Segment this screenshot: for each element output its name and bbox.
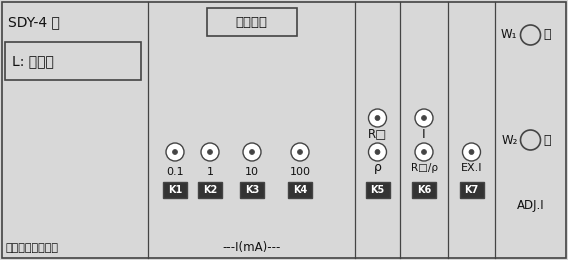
- Circle shape: [201, 143, 219, 161]
- Circle shape: [415, 109, 433, 127]
- Text: R□/ρ: R□/ρ: [411, 163, 437, 173]
- Text: K3: K3: [245, 185, 259, 195]
- Text: EX.I: EX.I: [461, 163, 482, 173]
- Text: 粗: 粗: [544, 29, 551, 42]
- Bar: [163, 182, 187, 198]
- Circle shape: [166, 143, 184, 161]
- Circle shape: [375, 150, 380, 154]
- Circle shape: [369, 109, 386, 127]
- Circle shape: [369, 143, 386, 161]
- Text: K7: K7: [465, 185, 479, 195]
- Bar: [365, 182, 390, 198]
- Text: K6: K6: [417, 185, 431, 195]
- Text: 10: 10: [245, 167, 259, 177]
- Text: SDY-4 型: SDY-4 型: [8, 15, 60, 29]
- Bar: [198, 182, 222, 198]
- Bar: [5, 42, 141, 80]
- Circle shape: [375, 115, 380, 120]
- Text: 许可证号: 许可证号: [236, 16, 268, 29]
- Text: 0.1: 0.1: [166, 167, 184, 177]
- Circle shape: [173, 150, 177, 154]
- Circle shape: [207, 150, 212, 154]
- Circle shape: [421, 150, 427, 154]
- Text: L: 显示器: L: 显示器: [12, 54, 54, 68]
- Bar: [460, 182, 483, 198]
- Text: K1: K1: [168, 185, 182, 195]
- Text: R□: R□: [368, 127, 387, 140]
- Circle shape: [249, 150, 254, 154]
- Text: ---I(mA)---: ---I(mA)---: [222, 242, 281, 255]
- Text: K4: K4: [293, 185, 307, 195]
- Text: 100: 100: [290, 167, 311, 177]
- Text: W₂: W₂: [501, 133, 517, 146]
- Text: 1: 1: [207, 167, 214, 177]
- Text: 广州半导体材料所: 广州半导体材料所: [5, 243, 58, 253]
- Text: I: I: [422, 127, 426, 140]
- Text: ρ: ρ: [374, 161, 382, 174]
- Text: K2: K2: [203, 185, 217, 195]
- Text: ADJ.I: ADJ.I: [517, 198, 544, 211]
- Bar: [240, 182, 264, 198]
- Bar: [412, 182, 436, 198]
- Circle shape: [421, 115, 427, 120]
- Text: 细: 细: [544, 133, 551, 146]
- Text: W₁: W₁: [501, 29, 517, 42]
- Circle shape: [298, 150, 303, 154]
- Circle shape: [469, 150, 474, 154]
- Circle shape: [462, 143, 481, 161]
- Bar: [288, 182, 312, 198]
- Text: K5: K5: [370, 185, 385, 195]
- Circle shape: [243, 143, 261, 161]
- Circle shape: [415, 143, 433, 161]
- Circle shape: [291, 143, 309, 161]
- Bar: [207, 8, 296, 36]
